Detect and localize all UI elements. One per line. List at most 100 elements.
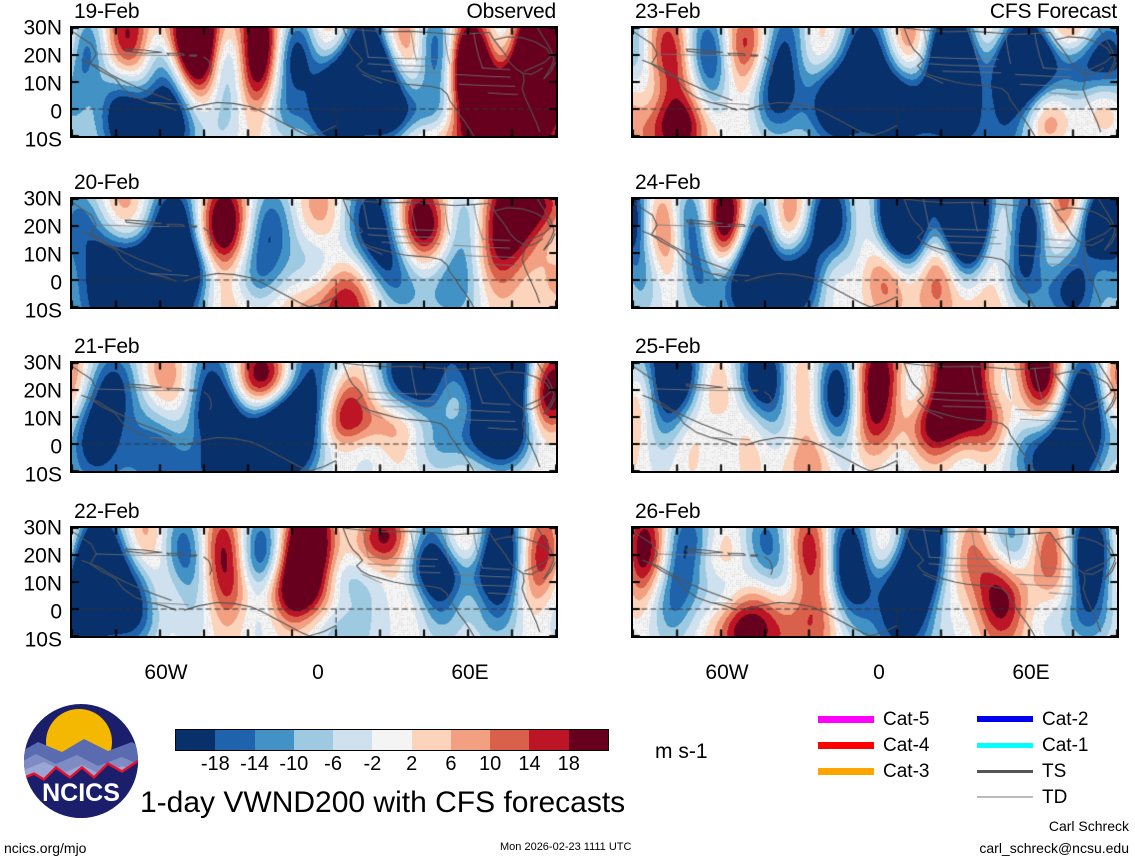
vwnd200-heatmap	[633, 28, 1117, 136]
y-tick-30n: 30N	[23, 516, 62, 540]
map-panel-24-feb[interactable]: 24-Feb	[631, 172, 1119, 309]
colorbar-tick: 6	[445, 753, 457, 775]
colorbar-band-6	[411, 730, 451, 750]
storm-legend-column-1: Cat-5 Cat-4 Cat-3	[818, 706, 929, 784]
column-header-cfs-forecast: CFS Forecast	[989, 0, 1117, 23]
y-tick-0: 0	[50, 100, 62, 124]
legend-label: Cat-1	[1042, 734, 1089, 756]
colorbar-tick: -2	[363, 753, 382, 775]
legend-label: Cat-3	[883, 760, 930, 782]
colorbar-tick: 2	[406, 753, 418, 775]
y-axis-labels-row-3: 30N 20N 10N 0 10S	[0, 353, 62, 486]
legend-label: TD	[1042, 786, 1068, 808]
logo-text: NCICS	[42, 779, 120, 807]
x-tick-60w: 60W	[144, 661, 188, 684]
legend-line-swatch	[977, 742, 1033, 748]
map-panel-22-feb[interactable]: 22-Feb	[70, 501, 558, 638]
vwnd200-heatmap	[72, 363, 556, 471]
y-tick-10s: 10S	[24, 463, 62, 487]
map-frame	[70, 526, 558, 638]
colorbar-tick: 10	[479, 753, 502, 775]
y-axis-labels-row-4: 30N 20N 10N 0 10S	[0, 518, 62, 651]
colorbar-band-4	[333, 730, 373, 750]
footer-site-url[interactable]: ncics.org/mjo	[4, 840, 87, 856]
y-tick-30n: 30N	[23, 16, 62, 40]
y-tick-10n: 10N	[23, 72, 62, 96]
legend-item-cat-4: Cat-4	[818, 732, 929, 758]
legend-line-swatch	[977, 716, 1033, 722]
y-tick-10s: 10S	[24, 628, 62, 652]
map-panel-20-feb[interactable]: 20-Feb	[70, 172, 558, 309]
legend-item-cat-1: Cat-1	[977, 732, 1088, 758]
footer-author: Carl Schreck	[1048, 818, 1129, 834]
y-tick-0: 0	[50, 271, 62, 295]
figure-title: 1-day VWND200 with CFS forecasts	[140, 786, 626, 819]
y-tick-30n: 30N	[23, 351, 62, 375]
vwnd200-heatmap	[72, 28, 556, 136]
y-axis-labels-row-1: 30N 20N 10N 0 10S	[0, 18, 62, 151]
legend-label: Cat-2	[1042, 708, 1089, 730]
logo-accent-line	[24, 757, 138, 783]
y-tick-10n: 10N	[23, 572, 62, 596]
panel-date-label: 20-Feb	[74, 171, 140, 194]
panel-date-label: 26-Feb	[635, 500, 701, 523]
colorbar-tick: -10	[279, 753, 309, 775]
legend-item-td: TD	[977, 784, 1088, 810]
legend-label: Cat-4	[883, 734, 930, 756]
map-frame	[70, 361, 558, 473]
panel-date-label: 25-Feb	[635, 335, 701, 358]
footer-timestamp: Mon 2026-02-23 1111 UTC	[500, 841, 632, 853]
y-tick-20n: 20N	[23, 215, 62, 239]
x-axis-labels-right: 60W 0 60E	[631, 662, 1119, 686]
column-header-observed: Observed	[466, 0, 557, 23]
legend-label: TS	[1042, 760, 1067, 782]
colorbar-tick: 14	[518, 753, 541, 775]
map-frame	[631, 197, 1119, 309]
colorbar-band-0	[176, 730, 216, 750]
map-panel-19-feb[interactable]: 19-Feb Observed	[70, 1, 558, 138]
colorbar-band-7	[450, 730, 491, 750]
colorbar-band-1	[215, 730, 255, 750]
map-frame	[631, 361, 1119, 473]
map-frame	[70, 197, 558, 309]
map-panel-26-feb[interactable]: 26-Feb	[631, 501, 1119, 638]
colorbar-band-3	[293, 730, 334, 750]
colorbar-band-8	[490, 730, 530, 750]
legend-label: Cat-5	[883, 708, 930, 730]
vwnd200-heatmap	[633, 528, 1117, 636]
legend-item-cat-2: Cat-2	[977, 706, 1088, 732]
map-frame	[631, 26, 1119, 138]
footer-email[interactable]: carl_schreck@ncsu.edu	[979, 840, 1129, 856]
x-tick-60e: 60E	[1012, 661, 1050, 684]
legend-item-cat-5: Cat-5	[818, 706, 929, 732]
map-panel-21-feb[interactable]: 21-Feb	[70, 336, 558, 473]
colorbar-swatches	[175, 729, 609, 751]
x-tick-0: 0	[312, 661, 324, 684]
colorbar-tick: 18	[557, 753, 580, 775]
vwnd200-heatmap	[633, 363, 1117, 471]
panel-date-label: 24-Feb	[635, 171, 701, 194]
panel-date-label: 22-Feb	[74, 500, 140, 523]
legend-line-swatch	[818, 767, 874, 775]
legend-line-swatch	[818, 715, 874, 723]
storm-legend-column-2: Cat-2 Cat-1 TS TD	[977, 706, 1088, 810]
legend-item-ts: TS	[977, 758, 1088, 784]
colorbar-band-10	[568, 730, 608, 750]
map-frame	[631, 526, 1119, 638]
x-tick-0: 0	[873, 661, 885, 684]
y-tick-20n: 20N	[23, 544, 62, 568]
x-tick-60w: 60W	[705, 661, 749, 684]
map-panel-25-feb[interactable]: 25-Feb	[631, 336, 1119, 473]
legend-line-swatch	[977, 769, 1033, 773]
colorbar-band-9	[529, 730, 569, 750]
panel-date-label: 19-Feb	[74, 0, 140, 23]
colorbar-tick: -14	[240, 753, 269, 775]
colorbar-band-2	[254, 730, 294, 750]
y-tick-10n: 10N	[23, 243, 62, 267]
map-panel-23-feb[interactable]: 23-Feb CFS Forecast	[631, 1, 1119, 138]
vwnd200-heatmap	[72, 528, 556, 636]
colorbar-units-label: m s-1	[655, 740, 708, 763]
panel-date-label: 21-Feb	[74, 335, 140, 358]
legend-item-cat-3: Cat-3	[818, 758, 929, 784]
